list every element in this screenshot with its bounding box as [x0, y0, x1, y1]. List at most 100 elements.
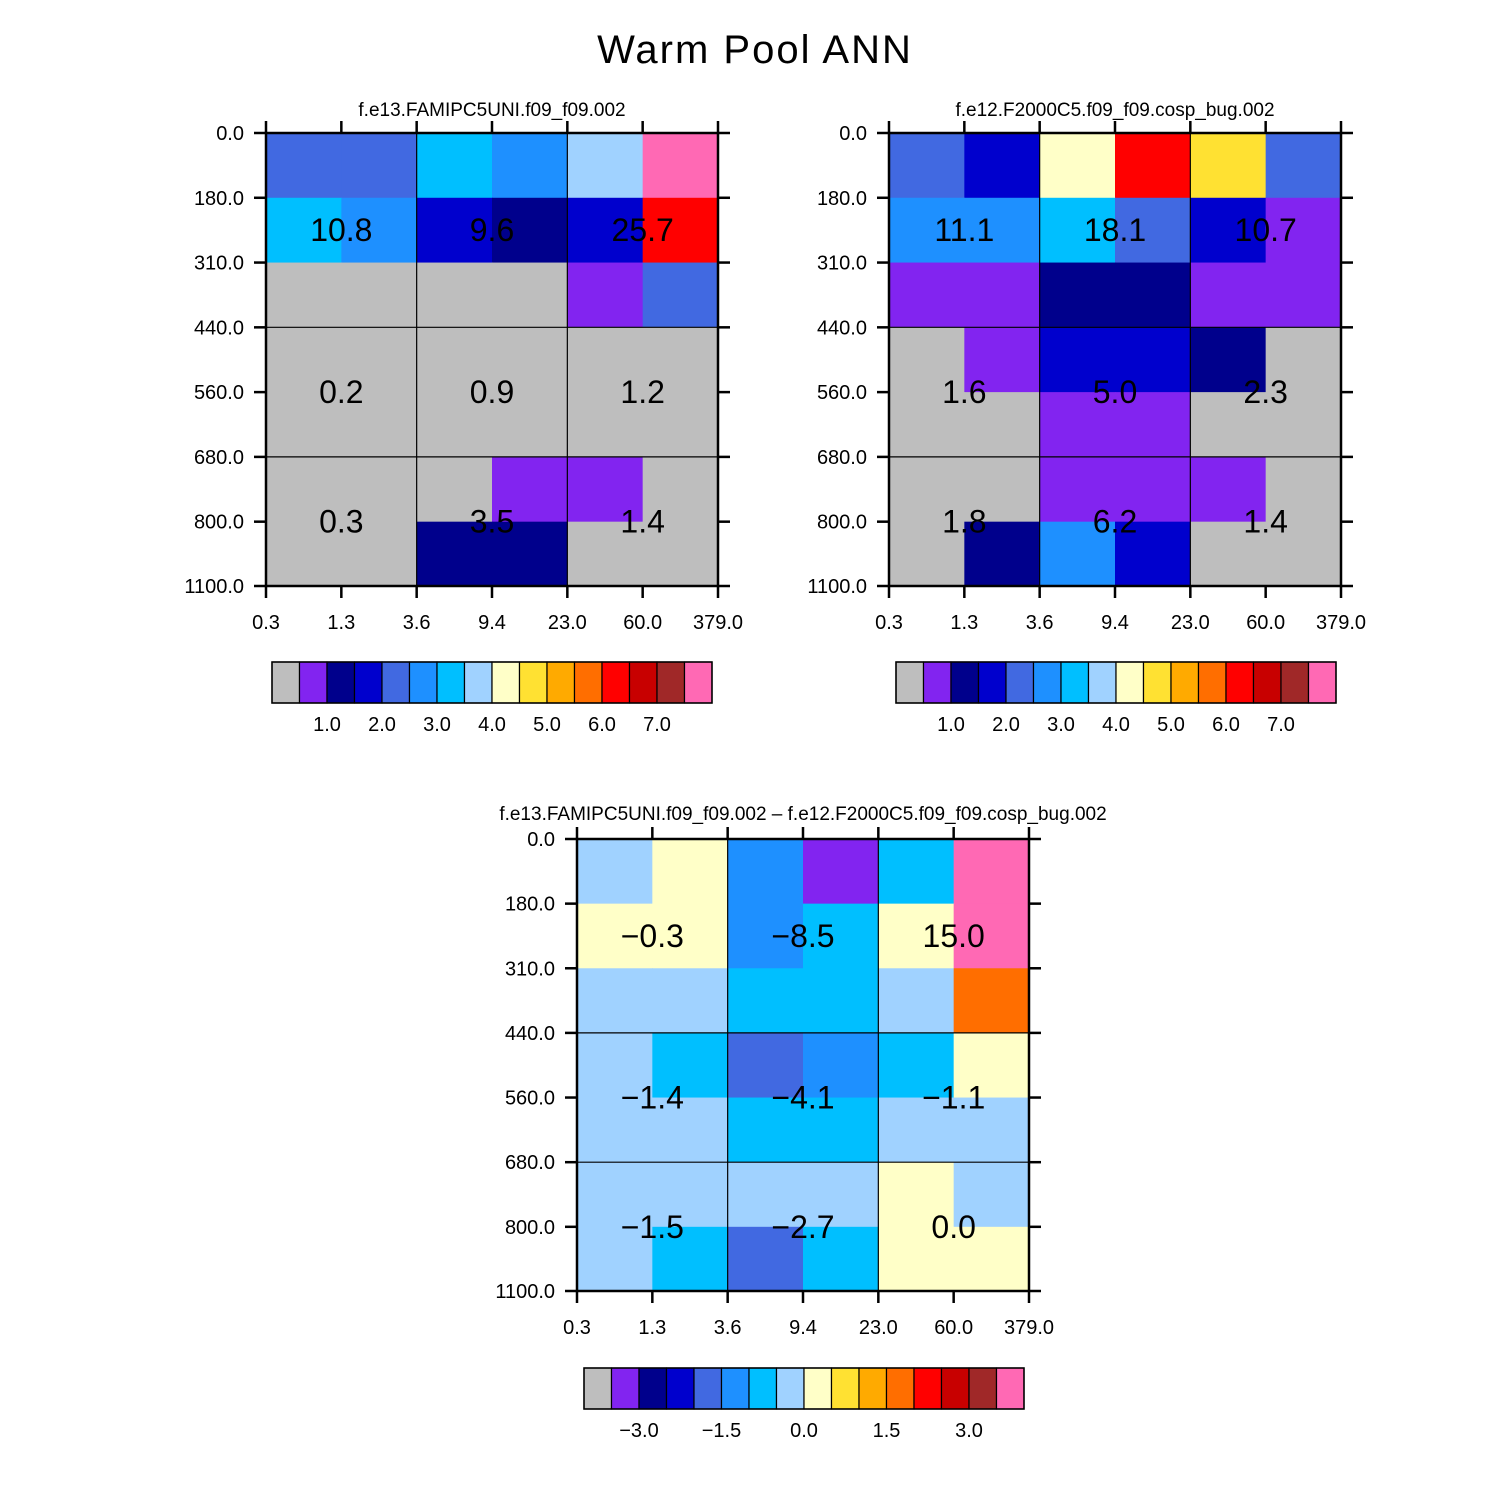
box-value: −1.5 [621, 1209, 684, 1245]
heatmap-cell [953, 1162, 1030, 1228]
heatmap-cell [492, 456, 568, 523]
panel-2: f.e12.F2000C5.f09_f09.cosp_bug.002 11.1 18… [807, 100, 1366, 736]
heatmap-cell [416, 392, 493, 458]
heatmap-cell [878, 839, 955, 905]
colorbar-swatch [518, 661, 548, 704]
heatmap-cell [1039, 262, 1116, 328]
colorbar-swatch [775, 1367, 805, 1410]
heatmap-cell [964, 262, 1041, 328]
y-tick-label: 440.0 [194, 317, 244, 339]
colorbar-swatch [950, 661, 980, 704]
x-tick-label: 0.3 [563, 1317, 591, 1339]
heatmap-cell [577, 1226, 653, 1292]
colorbar-swatch [1225, 661, 1255, 704]
heatmap-cell [416, 133, 493, 199]
box-value: 1.8 [942, 504, 986, 540]
heatmap-cell [266, 327, 342, 393]
colorbar-swatch [693, 1367, 723, 1410]
heatmap-cell [1265, 197, 1342, 264]
colorbar-label: 2.0 [368, 714, 396, 736]
colorbar-swatch [573, 661, 603, 704]
heatmap-cell [341, 133, 418, 199]
box-value: 18.1 [1084, 212, 1146, 248]
panel-title: f.e13.FAMIPC5UNI.f09_f09.002 – f.e12.F20… [499, 804, 1106, 825]
heatmap-cell [642, 133, 719, 199]
heatmap-cell [964, 197, 1041, 264]
heatmap-cell [266, 262, 342, 328]
heatmap-cell [492, 327, 568, 393]
box-value: 6.2 [1093, 504, 1137, 540]
colorbar-swatch [1170, 661, 1200, 704]
colorbar-swatch [1005, 661, 1035, 704]
heatmap-cell [727, 839, 804, 905]
heatmap-cell [1039, 133, 1116, 199]
colorbar-swatch [922, 661, 952, 704]
heatmap-cell [803, 968, 879, 1034]
heatmap-cell [652, 1097, 729, 1163]
x-tick-label: 379.0 [1316, 612, 1366, 634]
heatmap-cell [577, 968, 653, 1034]
heatmap-cell [492, 133, 568, 199]
x-tick-label: 3.6 [403, 612, 431, 634]
heatmap-cell [341, 392, 418, 458]
heatmap-cell [1265, 262, 1342, 328]
colorbar-swatch [436, 661, 466, 704]
x-tick-label: 3.6 [1026, 612, 1054, 634]
heatmap-cell [652, 968, 729, 1034]
y-tick-label: 800.0 [817, 512, 867, 534]
box-value: 1.6 [942, 374, 986, 410]
heatmap-cell [953, 1032, 1030, 1099]
box-value: 0.2 [319, 374, 363, 410]
colorbar-label: 3.0 [1047, 714, 1075, 736]
heatmap-cell [341, 262, 418, 328]
heatmap-cell [889, 197, 965, 264]
x-tick-label: 379.0 [693, 612, 743, 634]
y-tick-label: 680.0 [505, 1152, 555, 1174]
heatmap-cell [727, 1097, 804, 1163]
y-tick-label: 560.0 [505, 1088, 555, 1110]
x-tick-label: 9.4 [478, 612, 506, 634]
x-tick-label: 60.0 [623, 612, 662, 634]
heatmap-cell [1039, 392, 1116, 458]
y-tick-label: 440.0 [505, 1023, 555, 1045]
colorbar-label: 1.5 [873, 1420, 901, 1442]
heatmap-cell [1115, 521, 1191, 587]
heatmap-cell [1115, 197, 1191, 264]
panel-title: f.e13.FAMIPC5UNI.f09_f09.002 [358, 100, 625, 121]
heatmap-cell [889, 456, 965, 523]
heatmap-cell [1115, 392, 1191, 458]
box-value: 11.1 [934, 212, 994, 248]
colorbar-label: 6.0 [588, 714, 616, 736]
y-tick-label: 310.0 [505, 958, 555, 980]
heatmap-cell [567, 392, 644, 458]
heatmap-cell [492, 197, 568, 264]
heatmap-cell [1265, 327, 1342, 393]
x-tick-label: 1.3 [950, 612, 978, 634]
colorbar-swatch [546, 661, 576, 704]
heatmap-cell [1190, 133, 1267, 199]
heatmap-cell [492, 262, 568, 328]
heatmap-cell [1190, 262, 1267, 328]
heatmap-cell [341, 197, 418, 264]
heatmap-cell [567, 197, 644, 264]
y-tick-label: 0.0 [216, 123, 244, 145]
heatmap-cell [567, 521, 644, 587]
heatmap-cell [1115, 456, 1191, 523]
y-tick-label: 1100.0 [495, 1281, 555, 1303]
colorbar-swatch [968, 1367, 998, 1410]
heatmap-cell [964, 456, 1041, 523]
colorbar-label: 3.0 [423, 714, 451, 736]
colorbar-swatch [656, 661, 686, 704]
box-value: 10.8 [310, 212, 372, 248]
heatmap-cell [1039, 456, 1116, 523]
x-tick-label: 9.4 [1101, 612, 1129, 634]
heatmap-cell [577, 1162, 653, 1228]
colorbar-swatch [748, 1367, 778, 1410]
box-value: −4.1 [771, 1080, 834, 1116]
heatmap-cell [953, 903, 1030, 969]
heatmap-cell [341, 521, 418, 587]
heatmap-cell [642, 327, 719, 393]
colorbar-label: 0.0 [790, 1420, 818, 1442]
colorbar-swatch [463, 661, 493, 704]
colorbar-label: 7.0 [1267, 714, 1295, 736]
